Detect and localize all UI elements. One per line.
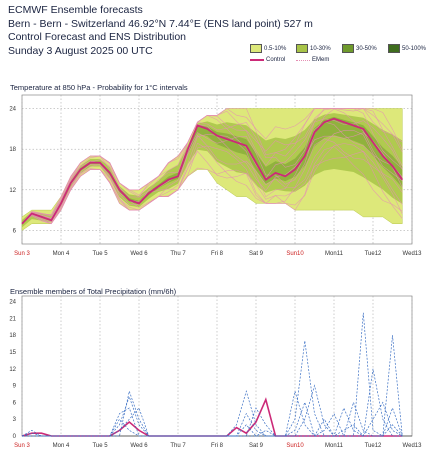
temp-x-tick-label: Sun10 <box>286 251 304 257</box>
precip-y-tick-label: 24 <box>9 300 16 306</box>
legend-emem: EMem <box>296 57 329 63</box>
legend-band-4-label: 50-100% <box>402 45 427 52</box>
precip-x-tick-label: Fri 8 <box>211 443 224 449</box>
temp-x-tick-label: Tue 5 <box>92 251 108 257</box>
precip-y-tick-label: 18 <box>9 333 16 339</box>
precip-x-tick-label: Wed13 <box>403 443 423 449</box>
precip-y-tick-label: 0 <box>13 434 17 440</box>
legend-swatch-1 <box>250 44 262 53</box>
precip-member-line <box>22 401 403 437</box>
forecast-title: ECMWF Ensemble forecasts <box>8 4 143 16</box>
temp-y-tick-label: 18 <box>9 147 16 153</box>
run-date-line: Sunday 3 August 2025 00 UTC <box>8 44 153 57</box>
precip-x-tick-label: Sun 3 <box>14 443 30 449</box>
legend-band-2-label: 10-30% <box>310 45 331 52</box>
temp-x-tick-label: Wed 6 <box>130 251 148 257</box>
legend-band-2: 10-30% <box>296 44 331 53</box>
precip-y-tick-label: 21 <box>9 316 16 322</box>
legend-control: Control <box>250 57 285 63</box>
temp-y-tick-label: 12 <box>9 188 16 194</box>
legend-band-3: 30-50% <box>342 44 377 53</box>
temp-x-tick-label: Sat 9 <box>249 251 264 257</box>
legend-emem-line <box>296 59 310 61</box>
precip-x-tick-label: Thu 7 <box>170 443 186 449</box>
temp-member-line <box>21 121 403 224</box>
precip-x-tick-label: Sun10 <box>286 443 304 449</box>
temp-x-tick-label: Tue12 <box>365 251 382 257</box>
product-line: Control Forecast and ENS Distribution <box>8 31 186 43</box>
legend-control-line <box>250 59 264 61</box>
legend-swatch-3 <box>342 44 354 53</box>
precip-x-tick-label: Wed 6 <box>130 443 148 449</box>
precip-member-line <box>21 340 403 437</box>
precip-member-line <box>22 335 403 437</box>
chart-header: ECMWF Ensemble forecasts Bern - Bern - S… <box>8 4 313 58</box>
temp-x-tick-label: Sun 3 <box>14 251 30 257</box>
precip-y-tick-label: 6 <box>13 400 17 406</box>
temperature-chart-title: Temperature at 850 hPa - Probability for… <box>10 83 188 92</box>
temp-member-line <box>21 108 403 224</box>
precip-control-line <box>21 397 403 437</box>
temp-member-line <box>21 130 403 225</box>
legend-band-1-label: 0.5-10% <box>264 45 287 52</box>
precip-chart-title: Ensemble members of Total Precipitation … <box>10 287 177 296</box>
legend: 0.5-10% 10-30% 30-50% 50-100% Control EM… <box>250 44 435 66</box>
temp-member-line <box>21 142 403 225</box>
precip-member-line <box>22 368 403 437</box>
location-line: Bern - Bern - Switzerland 46.92°N 7.44°E… <box>8 17 313 30</box>
temp-control-line <box>21 117 404 225</box>
legend-swatch-2 <box>296 44 308 53</box>
legend-band-3-label: 30-50% <box>356 45 377 52</box>
temp-band-10-30 <box>22 113 403 228</box>
legend-band-4: 50-100% <box>388 44 426 53</box>
temp-x-tick-label: Mon11 <box>325 251 344 257</box>
legend-control-label: Control <box>266 57 286 63</box>
temp-y-tick-label: 24 <box>9 107 16 113</box>
temp-x-tick-label: Mon 4 <box>53 251 70 257</box>
precip-y-tick-label: 12 <box>9 367 16 373</box>
temp-y-tick-label: 6 <box>13 228 17 234</box>
precip-x-tick-label: Tue12 <box>365 443 382 449</box>
precip-x-tick-label: Mon11 <box>325 443 344 449</box>
temp-member-line <box>21 108 403 224</box>
precip-y-tick-label: 15 <box>9 350 16 356</box>
temp-member-line <box>21 108 403 224</box>
temp-x-tick-label: Wed13 <box>403 251 423 257</box>
temp-x-tick-label: Thu 7 <box>170 251 186 257</box>
precip-y-tick-label: 3 <box>13 417 17 423</box>
precip-x-tick-label: Sat 9 <box>249 443 264 449</box>
precip-member-line <box>21 312 403 437</box>
legend-swatch-4 <box>388 44 400 53</box>
precip-y-tick-label: 9 <box>13 384 17 390</box>
temp-x-tick-label: Fri 8 <box>211 251 224 257</box>
precip-x-tick-label: Tue 5 <box>92 443 108 449</box>
legend-emem-label: EMem <box>312 57 330 63</box>
legend-band-1: 0.5-10% <box>250 44 286 53</box>
precip-x-tick-label: Mon 4 <box>53 443 70 449</box>
